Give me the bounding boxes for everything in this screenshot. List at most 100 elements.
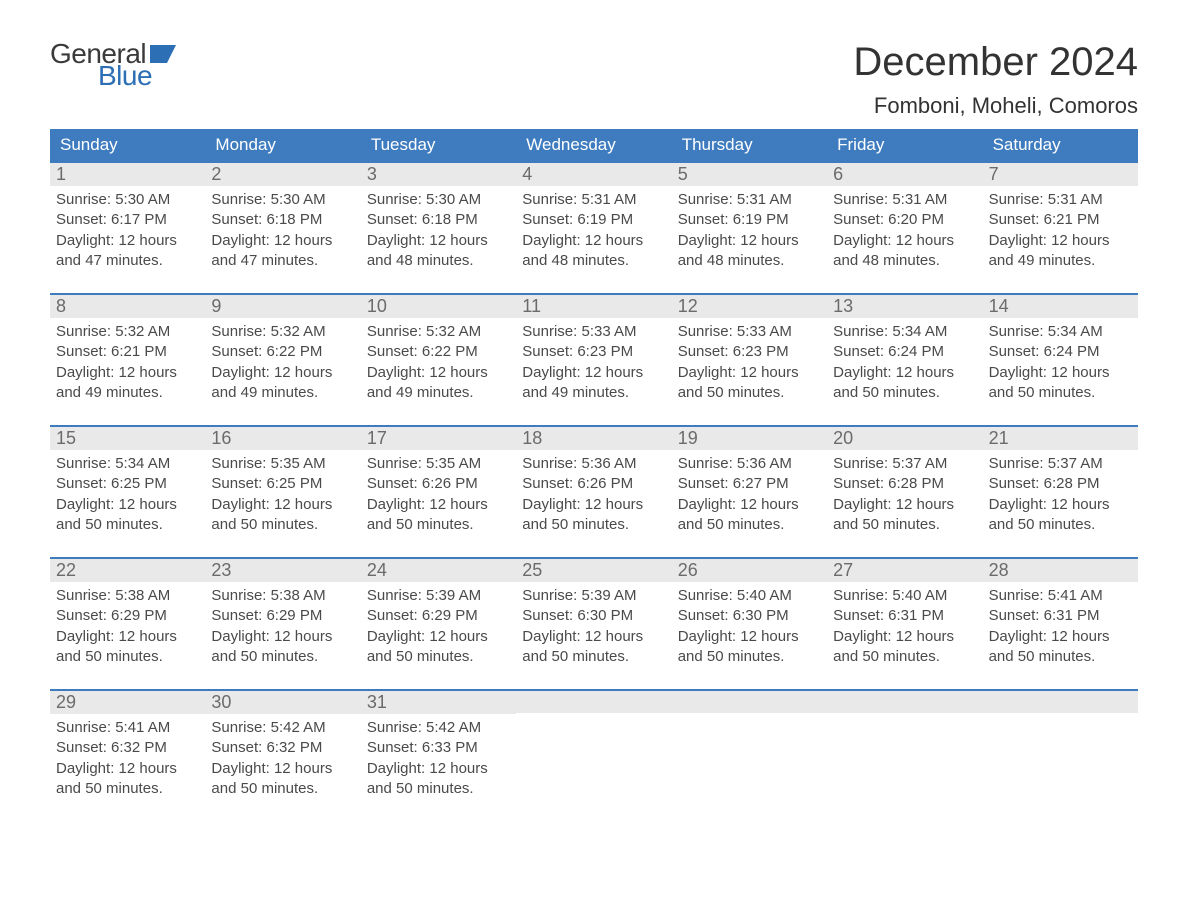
day-number: 15 xyxy=(56,428,76,448)
day-cell-8: 8Sunrise: 5:32 AMSunset: 6:21 PMDaylight… xyxy=(50,293,205,409)
week-row: 29Sunrise: 5:41 AMSunset: 6:32 PMDayligh… xyxy=(50,689,1138,805)
sunrise-text: Sunrise: 5:39 AM xyxy=(522,586,665,606)
sunset-text: Sunset: 6:20 PM xyxy=(833,210,976,230)
sunrise-text: Sunrise: 5:38 AM xyxy=(56,586,199,606)
day-cell-21: 21Sunrise: 5:37 AMSunset: 6:28 PMDayligh… xyxy=(983,425,1138,541)
empty-cell xyxy=(827,689,982,805)
daylight-line2: and 50 minutes. xyxy=(833,647,976,667)
day-body: Sunrise: 5:39 AMSunset: 6:29 PMDaylight:… xyxy=(361,582,516,673)
day-number: 26 xyxy=(678,560,698,580)
day-body: Sunrise: 5:38 AMSunset: 6:29 PMDaylight:… xyxy=(205,582,360,673)
day-num-row xyxy=(983,689,1138,713)
day-number: 18 xyxy=(522,428,542,448)
day-num-row: 26 xyxy=(672,557,827,582)
day-num-row: 7 xyxy=(983,161,1138,186)
daylight-line2: and 50 minutes. xyxy=(56,779,199,799)
day-cell-2: 2Sunrise: 5:30 AMSunset: 6:18 PMDaylight… xyxy=(205,161,360,277)
day-number: 8 xyxy=(56,296,66,316)
day-number: 30 xyxy=(211,692,231,712)
daylight-line2: and 50 minutes. xyxy=(989,515,1132,535)
day-num-row: 1 xyxy=(50,161,205,186)
day-cell-27: 27Sunrise: 5:40 AMSunset: 6:31 PMDayligh… xyxy=(827,557,982,673)
day-num-row: 14 xyxy=(983,293,1138,318)
day-number: 3 xyxy=(367,164,377,184)
daylight-line2: and 49 minutes. xyxy=(56,383,199,403)
daylight-line1: Daylight: 12 hours xyxy=(678,495,821,515)
day-number: 20 xyxy=(833,428,853,448)
day-number: 16 xyxy=(211,428,231,448)
daylight-line2: and 49 minutes. xyxy=(522,383,665,403)
day-cell-20: 20Sunrise: 5:37 AMSunset: 6:28 PMDayligh… xyxy=(827,425,982,541)
week-row: 15Sunrise: 5:34 AMSunset: 6:25 PMDayligh… xyxy=(50,425,1138,541)
sunrise-text: Sunrise: 5:34 AM xyxy=(833,322,976,342)
daylight-line2: and 49 minutes. xyxy=(367,383,510,403)
day-num-row: 13 xyxy=(827,293,982,318)
sunset-text: Sunset: 6:23 PM xyxy=(678,342,821,362)
day-cell-30: 30Sunrise: 5:42 AMSunset: 6:32 PMDayligh… xyxy=(205,689,360,805)
day-number: 5 xyxy=(678,164,688,184)
day-body: Sunrise: 5:32 AMSunset: 6:22 PMDaylight:… xyxy=(361,318,516,409)
empty-cell xyxy=(516,689,671,805)
day-num-row: 28 xyxy=(983,557,1138,582)
day-cell-1: 1Sunrise: 5:30 AMSunset: 6:17 PMDaylight… xyxy=(50,161,205,277)
day-num-row: 31 xyxy=(361,689,516,714)
daylight-line1: Daylight: 12 hours xyxy=(833,231,976,251)
daylight-line1: Daylight: 12 hours xyxy=(56,363,199,383)
daylight-line1: Daylight: 12 hours xyxy=(56,627,199,647)
daylight-line1: Daylight: 12 hours xyxy=(833,495,976,515)
sunrise-text: Sunrise: 5:41 AM xyxy=(56,718,199,738)
sunrise-text: Sunrise: 5:35 AM xyxy=(211,454,354,474)
sunset-text: Sunset: 6:26 PM xyxy=(522,474,665,494)
day-num-row: 5 xyxy=(672,161,827,186)
daylight-line2: and 50 minutes. xyxy=(367,647,510,667)
day-body: Sunrise: 5:34 AMSunset: 6:24 PMDaylight:… xyxy=(827,318,982,409)
day-num-row: 9 xyxy=(205,293,360,318)
day-num-row: 12 xyxy=(672,293,827,318)
top-bar: General Blue December 2024 Fomboni, Mohe… xyxy=(50,40,1138,119)
sunrise-text: Sunrise: 5:30 AM xyxy=(56,190,199,210)
day-num-row: 3 xyxy=(361,161,516,186)
day-num-row: 23 xyxy=(205,557,360,582)
day-num-row: 21 xyxy=(983,425,1138,450)
daylight-line1: Daylight: 12 hours xyxy=(678,231,821,251)
day-body: Sunrise: 5:34 AMSunset: 6:24 PMDaylight:… xyxy=(983,318,1138,409)
day-number: 28 xyxy=(989,560,1009,580)
week-row: 8Sunrise: 5:32 AMSunset: 6:21 PMDaylight… xyxy=(50,293,1138,409)
daylight-line1: Daylight: 12 hours xyxy=(522,231,665,251)
day-body: Sunrise: 5:41 AMSunset: 6:32 PMDaylight:… xyxy=(50,714,205,805)
day-body: Sunrise: 5:33 AMSunset: 6:23 PMDaylight:… xyxy=(516,318,671,409)
daylight-line1: Daylight: 12 hours xyxy=(367,759,510,779)
sunrise-text: Sunrise: 5:38 AM xyxy=(211,586,354,606)
day-num-row: 29 xyxy=(50,689,205,714)
day-cell-4: 4Sunrise: 5:31 AMSunset: 6:19 PMDaylight… xyxy=(516,161,671,277)
daylight-line2: and 49 minutes. xyxy=(989,251,1132,271)
daylight-line2: and 50 minutes. xyxy=(678,515,821,535)
daylight-line1: Daylight: 12 hours xyxy=(211,363,354,383)
day-body: Sunrise: 5:36 AMSunset: 6:27 PMDaylight:… xyxy=(672,450,827,541)
day-body: Sunrise: 5:31 AMSunset: 6:19 PMDaylight:… xyxy=(672,186,827,277)
sunset-text: Sunset: 6:30 PM xyxy=(678,606,821,626)
day-body: Sunrise: 5:31 AMSunset: 6:20 PMDaylight:… xyxy=(827,186,982,277)
day-num-row xyxy=(672,689,827,713)
sunset-text: Sunset: 6:25 PM xyxy=(211,474,354,494)
calendar: SundayMondayTuesdayWednesdayThursdayFrid… xyxy=(50,129,1138,805)
sunset-text: Sunset: 6:31 PM xyxy=(989,606,1132,626)
day-num-row: 8 xyxy=(50,293,205,318)
day-number: 24 xyxy=(367,560,387,580)
daylight-line2: and 48 minutes. xyxy=(678,251,821,271)
weekday-sunday: Sunday xyxy=(50,129,205,161)
day-body xyxy=(672,713,827,801)
sunrise-text: Sunrise: 5:32 AM xyxy=(56,322,199,342)
day-number: 7 xyxy=(989,164,999,184)
sunset-text: Sunset: 6:26 PM xyxy=(367,474,510,494)
weekday-thursday: Thursday xyxy=(672,129,827,161)
day-body: Sunrise: 5:30 AMSunset: 6:18 PMDaylight:… xyxy=(361,186,516,277)
day-number: 27 xyxy=(833,560,853,580)
sunrise-text: Sunrise: 5:36 AM xyxy=(678,454,821,474)
week-row: 22Sunrise: 5:38 AMSunset: 6:29 PMDayligh… xyxy=(50,557,1138,673)
daylight-line1: Daylight: 12 hours xyxy=(56,759,199,779)
sunset-text: Sunset: 6:18 PM xyxy=(211,210,354,230)
day-cell-6: 6Sunrise: 5:31 AMSunset: 6:20 PMDaylight… xyxy=(827,161,982,277)
daylight-line1: Daylight: 12 hours xyxy=(367,363,510,383)
sunset-text: Sunset: 6:21 PM xyxy=(989,210,1132,230)
